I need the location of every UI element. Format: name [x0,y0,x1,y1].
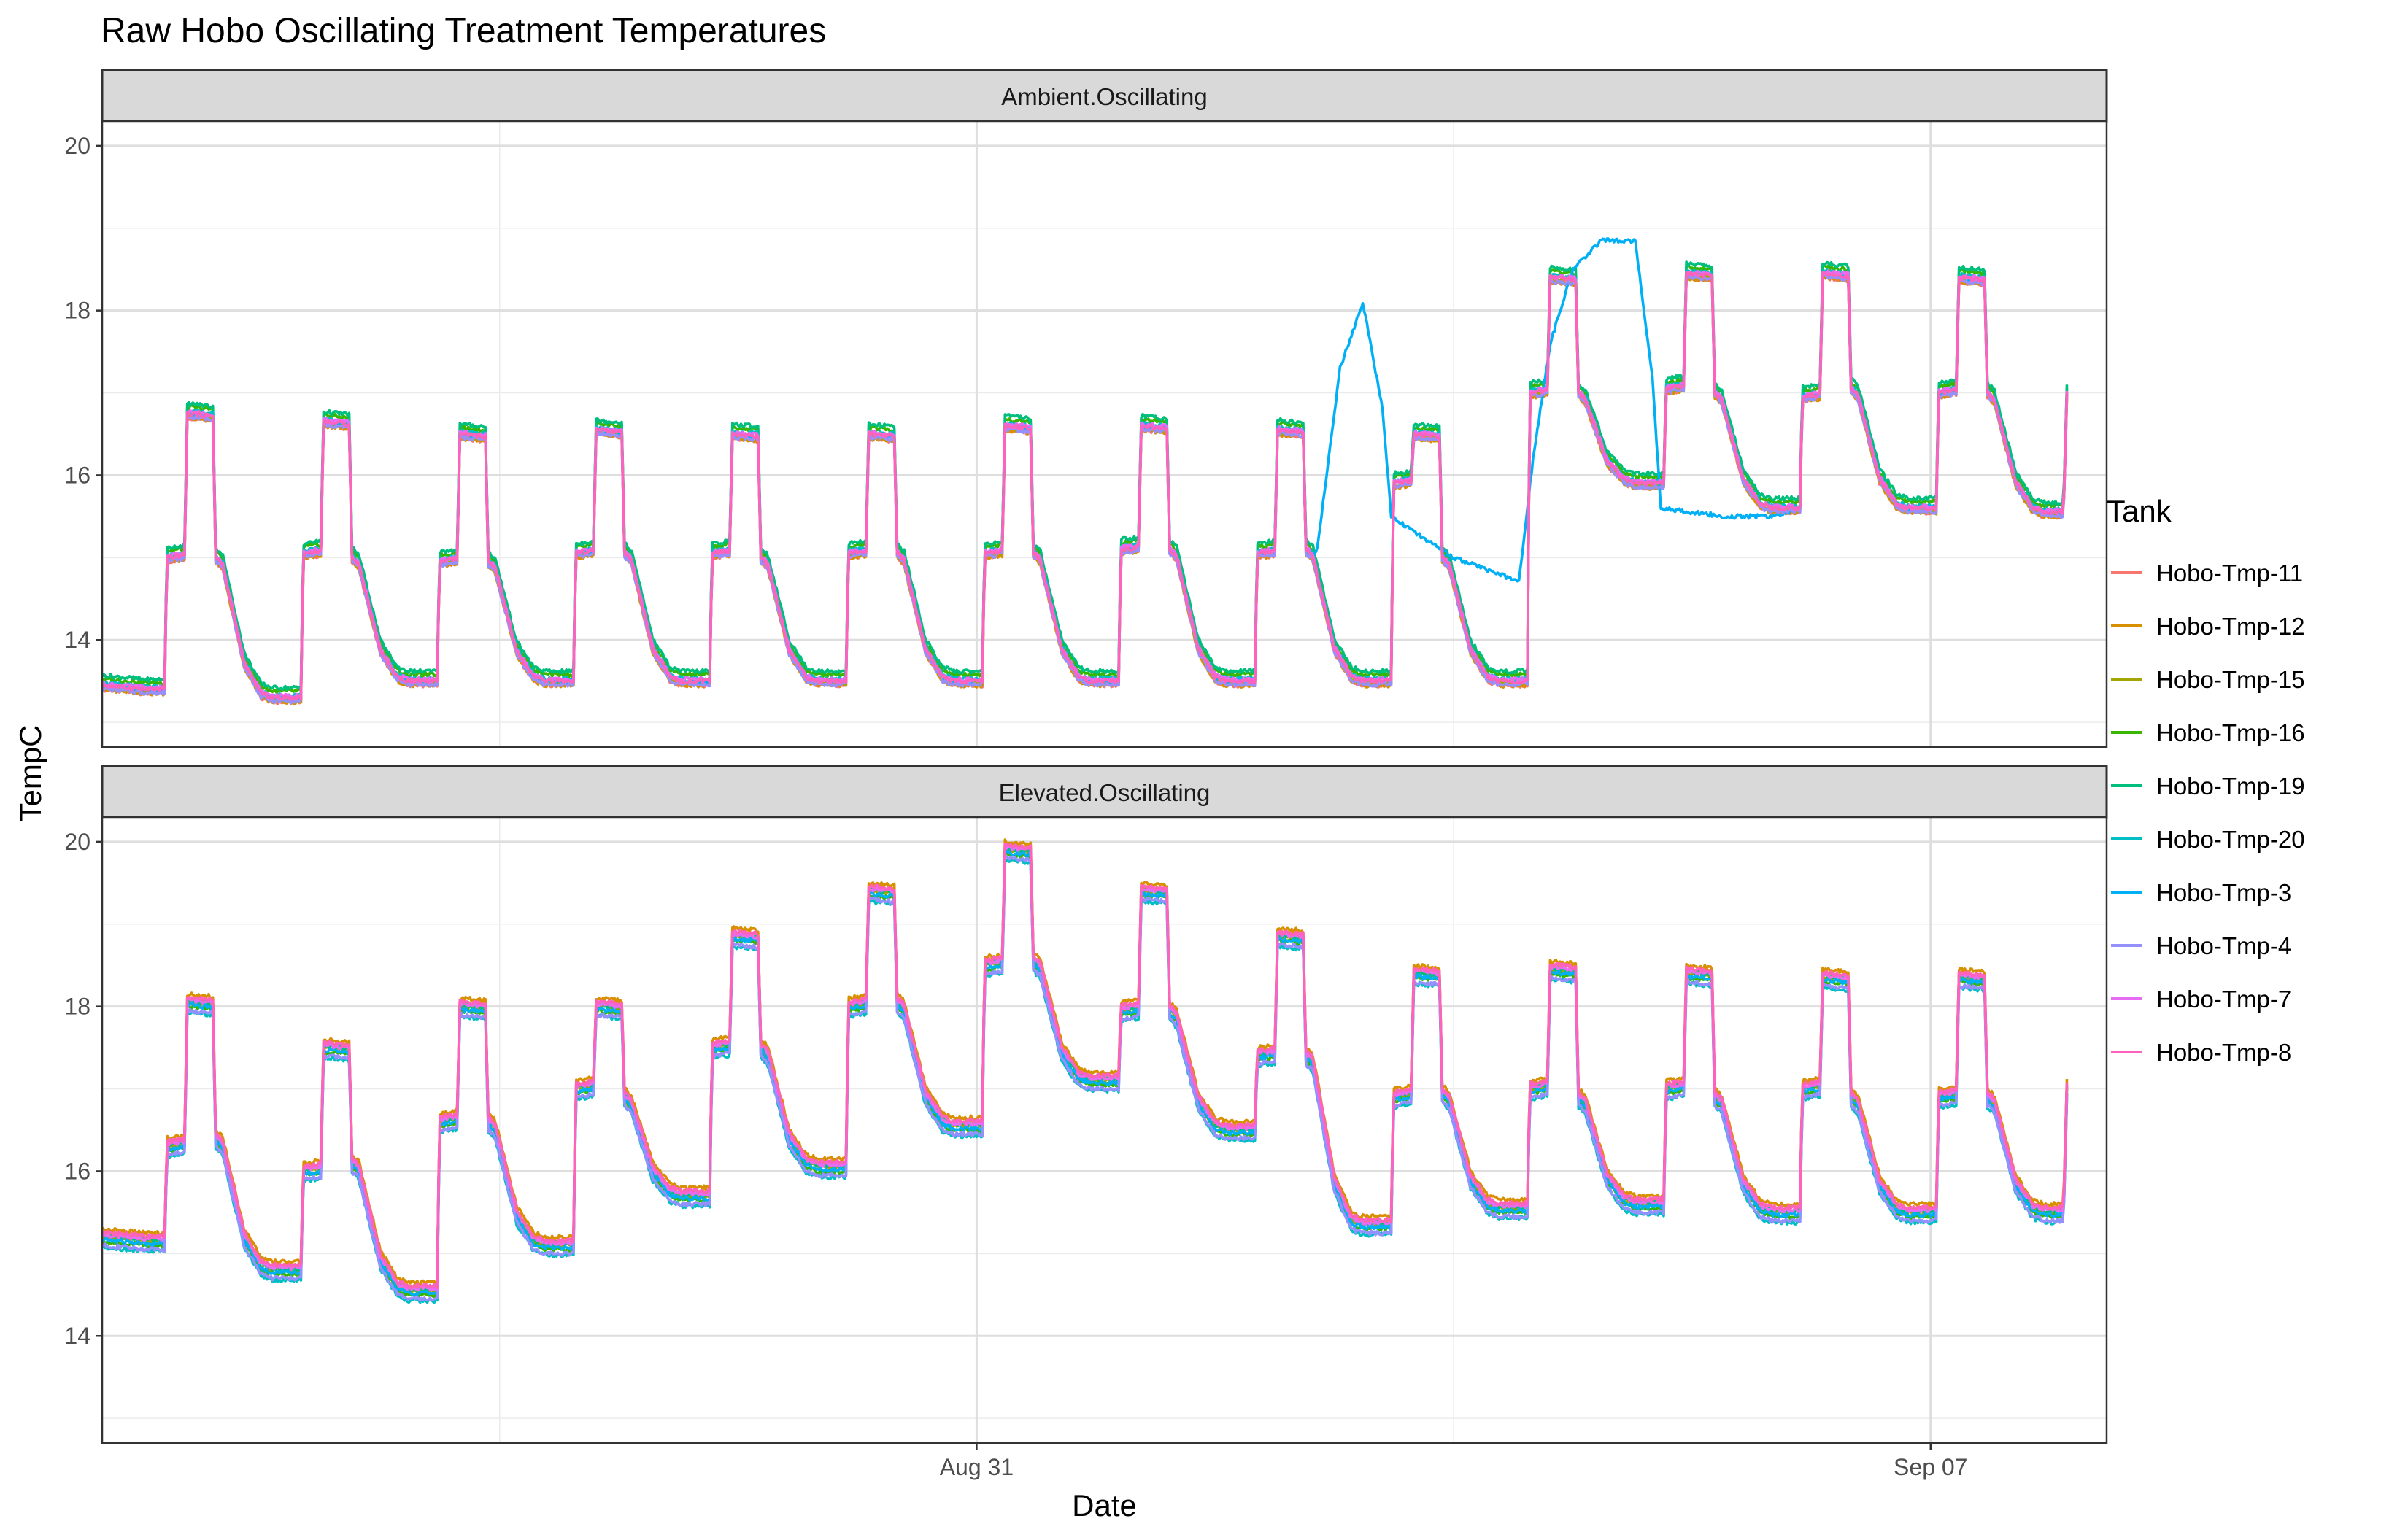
series-line-hobo-tmp-8 [101,270,2069,701]
series-line-hobo-tmp-19 [101,260,2069,692]
y-axis-title: TempC [13,724,47,821]
legend-label: Hobo-Tmp-19 [2156,773,2305,800]
legend-label: Hobo-Tmp-20 [2156,826,2305,853]
legend-label: Hobo-Tmp-15 [2156,666,2305,693]
y-tick-label: 20 [64,133,90,159]
legend-label: Hobo-Tmp-3 [2156,879,2291,906]
plot-background [102,121,2107,747]
chart-title: Raw Hobo Oscillating Treatment Temperatu… [101,12,826,50]
x-axis-title: Date [1072,1488,1137,1523]
x-tick-label: Aug 31 [940,1454,1014,1480]
x-tick-label: Sep 07 [1894,1454,1967,1480]
legend-label: Hobo-Tmp-7 [2156,986,2291,1013]
y-tick-label: 14 [64,1323,90,1349]
y-tick-label: 16 [64,1158,90,1184]
y-tick-label: 14 [64,627,90,653]
legend-label: Hobo-Tmp-11 [2156,560,2303,587]
series-line-hobo-tmp-8 [101,842,2069,1289]
legend-label: Hobo-Tmp-12 [2156,613,2305,640]
legend: Tank Hobo-Tmp-11 Hobo-Tmp-12 Hobo-Tmp-15 Ho… [2107,494,2305,1066]
legend-title: Tank [2107,494,2172,528]
panel-ambient-oscillating: Ambient.Oscillating 14 16 18 20 [64,69,2108,748]
legend-label: Hobo-Tmp-4 [2156,932,2291,959]
y-tick-label: 16 [64,462,90,488]
strip-label: Elevated.Oscillating [999,779,1211,806]
panel-elevated-oscillating: Elevated.Oscillating 14 16 18 20 [64,765,2108,1444]
plot-background [102,817,2107,1443]
panel-border [101,816,2108,1444]
legend-label: Hobo-Tmp-8 [2156,1039,2291,1066]
y-tick-label: 18 [64,298,90,324]
strip-label: Ambient.Oscillating [1001,83,1207,110]
y-tick-label: 20 [64,829,90,855]
strip-background [101,69,2108,123]
x-axis: Aug 31 Sep 07 [940,1443,1967,1480]
legend-label: Hobo-Tmp-16 [2156,719,2305,746]
panel-border [101,120,2108,748]
series-line-hobo-tmp-4 [101,855,2069,1302]
y-tick-label: 18 [64,994,90,1020]
